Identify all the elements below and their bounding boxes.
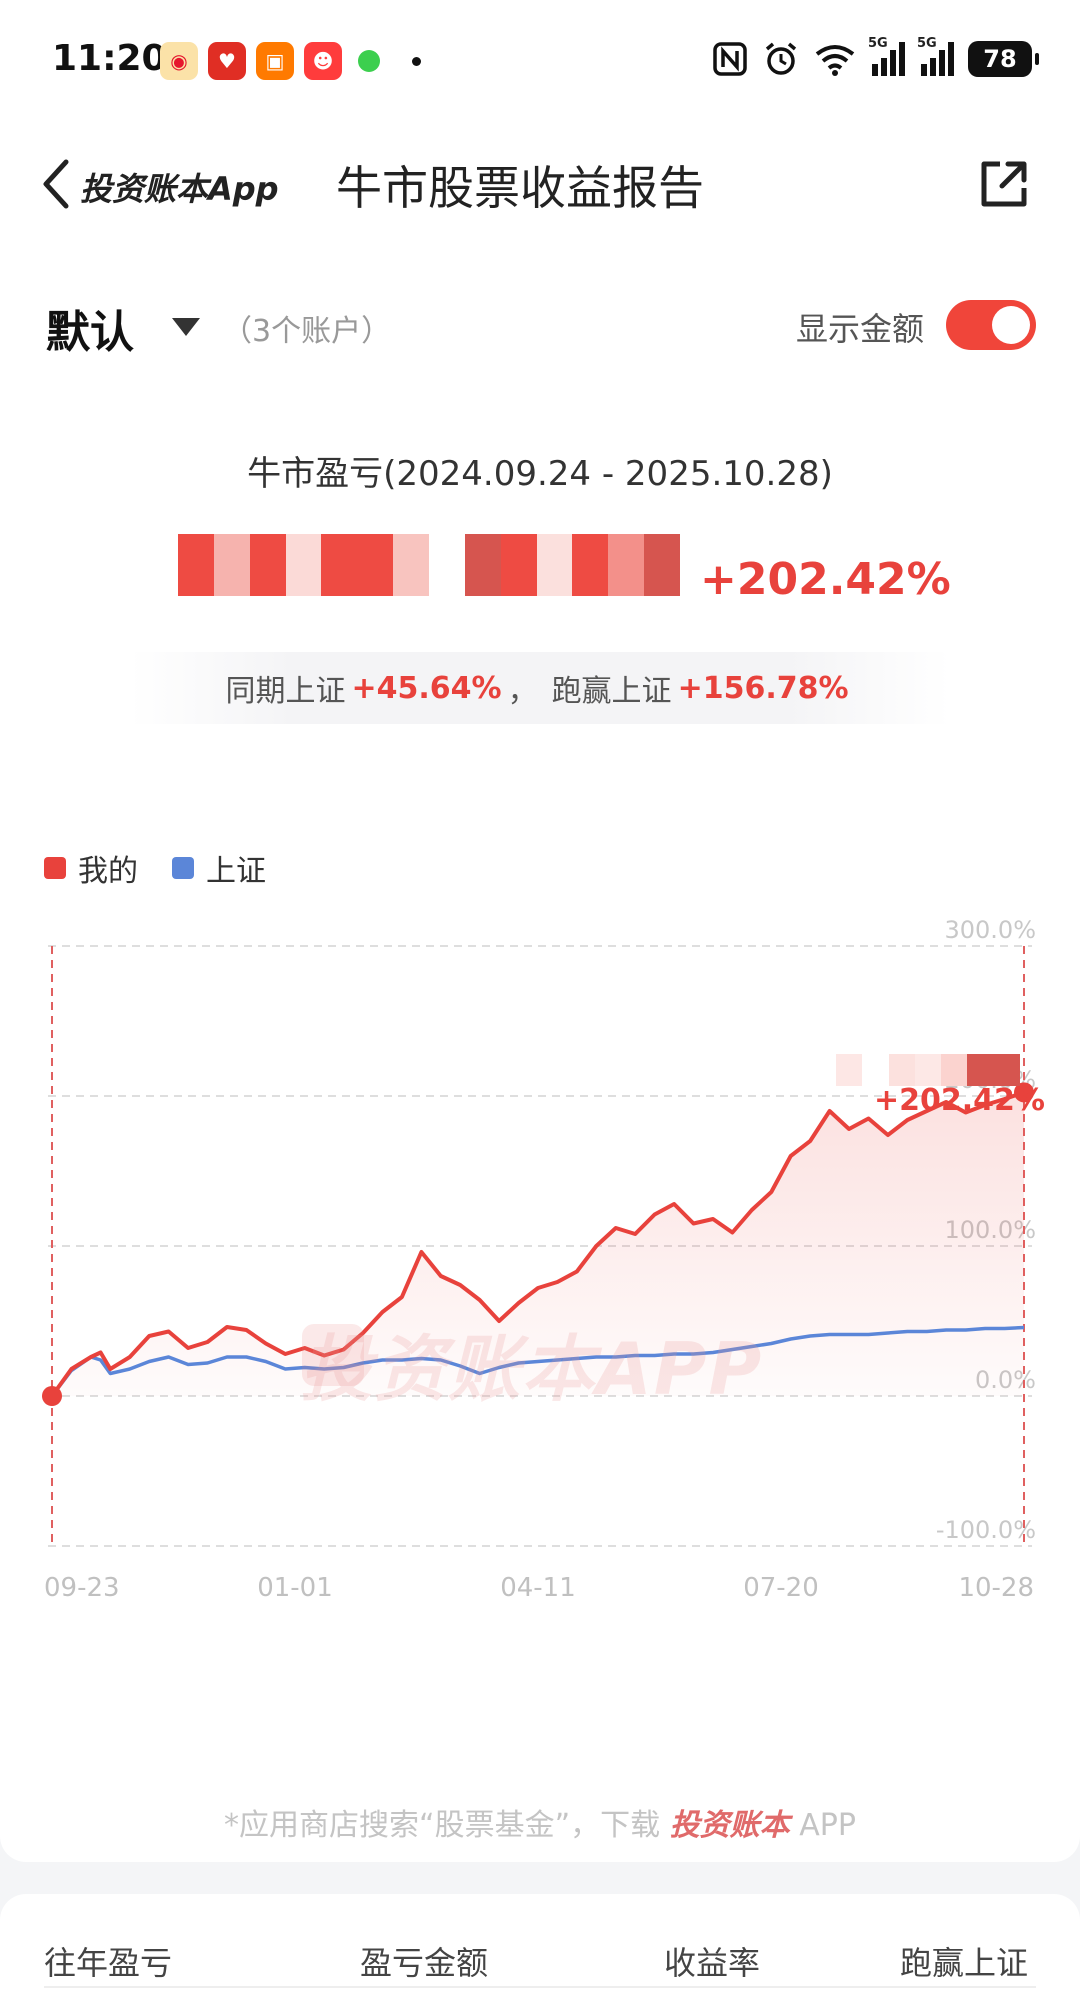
back-chevron-icon[interactable] bbox=[36, 154, 76, 214]
wifi-icon bbox=[815, 45, 855, 76]
page-title: 牛市股票收益报告 bbox=[336, 161, 704, 215]
legend-mine[interactable]: 我的 bbox=[44, 846, 138, 890]
end-point bbox=[1014, 1082, 1034, 1103]
nfc-icon bbox=[713, 42, 747, 76]
taobao-icon: ▣ bbox=[256, 42, 294, 80]
x-tick-label: 10-28 bbox=[958, 1573, 1034, 1603]
battery-icon: 78 bbox=[968, 41, 1039, 77]
alarm-icon bbox=[765, 42, 797, 75]
status-right: 5G 5G 78 bbox=[712, 36, 1039, 78]
pnl-amount-masked bbox=[178, 534, 681, 596]
start-point bbox=[42, 1386, 62, 1406]
x-tick-label: 01-01 bbox=[257, 1573, 333, 1603]
legend-index[interactable]: 上证 bbox=[172, 846, 266, 890]
footnote-suffix: APP bbox=[799, 1808, 856, 1843]
account-selector-row: 默认 （3个账户） 显示金额 bbox=[0, 290, 1080, 366]
end-value-label: +202.42% bbox=[874, 1083, 1045, 1118]
signal-icon: 5G bbox=[868, 36, 905, 76]
end-amount-masked bbox=[836, 1054, 1020, 1086]
toggle-knob bbox=[992, 306, 1030, 344]
compare-separator: ， bbox=[507, 674, 538, 709]
period-title: 牛市盈亏(2024.09.24 - 2025.10.28) bbox=[247, 454, 833, 494]
table-divider bbox=[44, 1986, 1036, 1988]
status-bar: 11:20 ◉ ♥ ▣ ☻ 5G 5G 78 bbox=[0, 0, 1080, 120]
th-beat-index[interactable]: 跑赢上证 bbox=[900, 1944, 1029, 1982]
index-comparison: 同期上证 +45.64% ， 跑赢上证 +156.78% bbox=[130, 652, 950, 724]
total-return-pct: +202.42% bbox=[700, 554, 951, 605]
caret-down-icon[interactable] bbox=[172, 318, 200, 336]
show-amount-toggle[interactable] bbox=[946, 300, 1036, 350]
weibo-icon: ◉ bbox=[160, 42, 198, 80]
signal-icon: 5G bbox=[917, 36, 954, 76]
index-return-value: +45.64% bbox=[351, 670, 502, 706]
account-dropdown[interactable]: 默认 bbox=[46, 307, 134, 358]
show-amount-label: 显示金额 bbox=[795, 310, 924, 348]
th-return[interactable]: 收益率 bbox=[664, 1944, 761, 1982]
watermark-logo-icon bbox=[302, 1324, 364, 1386]
nav-header: 投资账本App 牛市股票收益报告 bbox=[0, 130, 1080, 240]
history-table: 往年盈亏 盈亏金额 收益率 跑赢上证 bbox=[0, 1894, 1080, 2000]
y-tick-label: 300.0% bbox=[944, 916, 1036, 944]
download-footnote: *应用商店搜索“股票基金”，下载 投资账本 APP bbox=[0, 1800, 1080, 1844]
chart-legend: 我的 上证 bbox=[44, 846, 266, 890]
notification-icons: ◉ ♥ ▣ ☻ bbox=[160, 42, 421, 80]
legend-index-swatch bbox=[172, 857, 194, 879]
x-tick-label: 09-23 bbox=[44, 1573, 120, 1603]
watermark: 投资账本APP bbox=[300, 1327, 764, 1411]
y-tick-label: -100.0% bbox=[936, 1516, 1036, 1544]
share-icon[interactable] bbox=[978, 158, 1030, 210]
report-card bbox=[0, 0, 1080, 1862]
mine-series-line bbox=[50, 1090, 1025, 1398]
index-series-line bbox=[50, 1325, 1025, 1398]
brand-label: 投资账本App bbox=[80, 170, 279, 208]
beat-label: 跑赢上证 bbox=[551, 674, 672, 709]
compare-label: 同期上证 bbox=[225, 674, 346, 709]
footnote-prefix: *应用商店搜索“股票基金”，下载 bbox=[224, 1808, 661, 1843]
account-count: （3个账户） bbox=[222, 314, 392, 349]
status-time: 11:20 bbox=[52, 38, 167, 79]
return-chart[interactable]: 300.0%200.0%100.0%0.0%-100.0%09-2301-010… bbox=[0, 900, 1080, 1760]
tmall-icon: ☻ bbox=[304, 42, 342, 80]
mine-area bbox=[52, 1092, 1024, 1396]
th-amount[interactable]: 盈亏金额 bbox=[360, 1944, 489, 1982]
x-tick-label: 04-11 bbox=[500, 1573, 576, 1603]
legend-index-label: 上证 bbox=[206, 854, 266, 889]
x-tick-label: 07-20 bbox=[743, 1573, 819, 1603]
beat-index-value: +156.78% bbox=[677, 670, 849, 706]
th-year[interactable]: 往年盈亏 bbox=[44, 1944, 173, 1982]
footnote-brand: 投资账本 bbox=[669, 1808, 790, 1843]
legend-mine-swatch bbox=[44, 857, 66, 879]
pinduoduo-icon: ♥ bbox=[208, 42, 246, 80]
more-notifications-dot bbox=[412, 56, 421, 66]
legend-mine-label: 我的 bbox=[78, 854, 138, 889]
wechat-dot-icon bbox=[358, 50, 380, 72]
